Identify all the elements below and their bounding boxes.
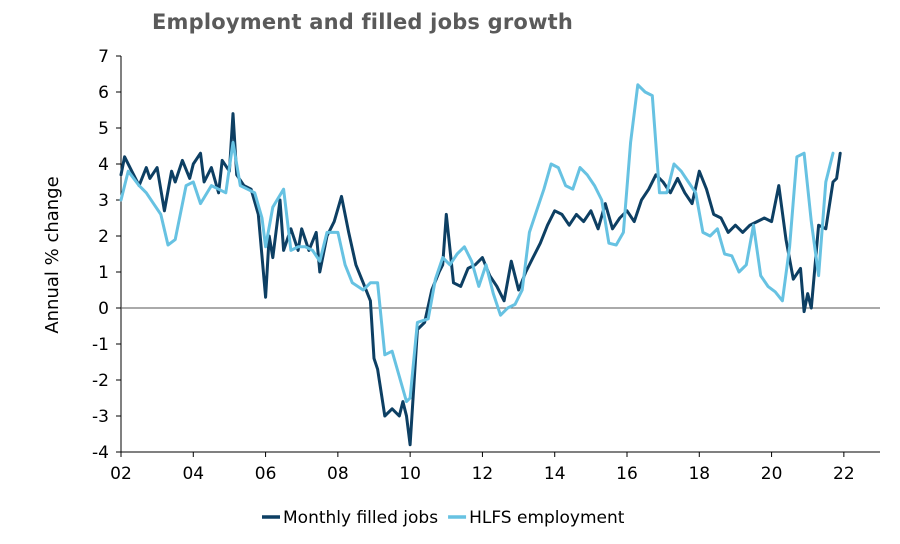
x-tick-label: 08 — [327, 464, 349, 484]
y-tick-label: 6 — [98, 83, 109, 103]
legend: Monthly filled jobs HLFS employment — [262, 508, 625, 528]
x-tick-label: 10 — [399, 464, 421, 484]
x-tick-label: 02 — [110, 464, 132, 484]
x-tick-label: 18 — [688, 464, 710, 484]
y-tick-label: -1 — [92, 335, 109, 355]
series-layer — [119, 83, 842, 447]
y-tick-label: -3 — [92, 407, 109, 427]
y-tick-label: 3 — [98, 191, 109, 211]
y-tick-label: 4 — [98, 155, 109, 175]
y-tick-label: 5 — [98, 119, 109, 139]
y-tick-label: 1 — [98, 263, 109, 283]
x-tick-label: 12 — [472, 464, 494, 484]
x-tick-label: 20 — [761, 464, 783, 484]
y-tick-label: 7 — [98, 47, 109, 67]
y-tick-label: 2 — [98, 227, 109, 247]
y-tick-label: 0 — [98, 299, 109, 319]
y-tick-label: -2 — [92, 371, 109, 391]
y-axis-label: Annual % change — [42, 176, 63, 333]
legend-label-hlfs-employment: HLFS employment — [469, 508, 625, 528]
x-tick-label: 14 — [544, 464, 566, 484]
x-tick-label: 06 — [255, 464, 277, 484]
y-tick-label: -4 — [92, 443, 109, 463]
legend-label-monthly-filled-jobs: Monthly filled jobs — [283, 508, 438, 528]
x-tick-label: 16 — [616, 464, 638, 484]
series-line-monthly-filled-jobs — [119, 112, 842, 447]
x-tick-label: 04 — [182, 464, 204, 484]
series-line-hlfs-employment — [119, 83, 835, 404]
x-tick-label: 22 — [833, 464, 855, 484]
chart-title: Employment and filled jobs growth — [152, 10, 574, 34]
